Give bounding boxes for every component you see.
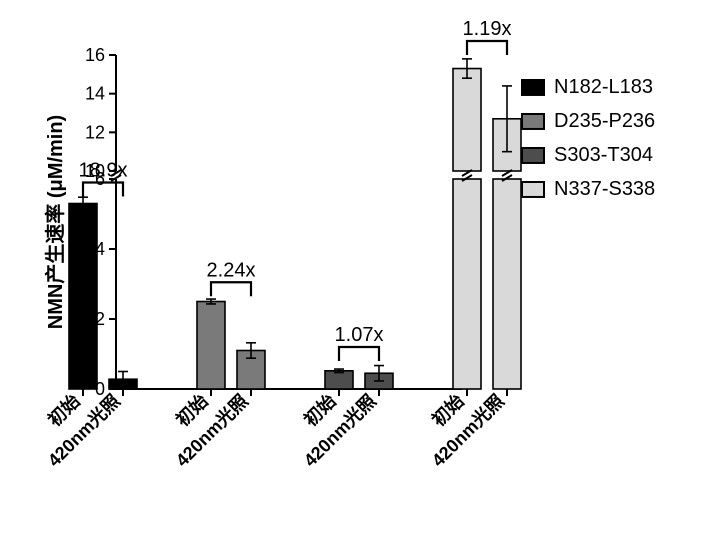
anno-bracket (467, 41, 507, 55)
bar (325, 371, 353, 389)
bar (197, 302, 225, 390)
xtick-label: 420nm光照 (171, 390, 252, 471)
legend-label: N337-S338 (554, 178, 655, 200)
legend-label: D235-P236 (554, 110, 655, 132)
bar (69, 204, 97, 390)
legend-swatch (522, 148, 544, 163)
bar (493, 179, 521, 389)
anno-bracket (211, 282, 251, 296)
anno-label: 1.19x (463, 18, 512, 40)
ytick-label: 12 (85, 122, 105, 142)
chart-root: { "chart": { "type": "bar", "width": 702… (0, 0, 702, 558)
legend-swatch (522, 80, 544, 95)
xtick-label: 420nm光照 (427, 390, 508, 471)
ytick-label: 14 (85, 84, 105, 104)
anno-bracket (339, 347, 379, 361)
bar (453, 179, 481, 389)
xtick-label: 420nm光照 (299, 390, 380, 471)
bar (453, 69, 481, 171)
legend-swatch (522, 114, 544, 129)
anno-label: 2.24x (207, 259, 256, 281)
legend-swatch (522, 182, 544, 197)
legend-label: N182-L183 (554, 76, 653, 98)
xtick-label: 420nm光照 (43, 390, 124, 471)
legend-label: S303-T304 (554, 144, 653, 166)
chart-svg: 101214160246NMN产生速率 (μM/min)18.9x2.24x1.… (0, 0, 702, 558)
anno-label: 18.9x (79, 160, 128, 182)
anno-label: 1.07x (335, 324, 384, 346)
ytick-label: 16 (85, 45, 105, 65)
y-axis-label: NMN产生速率 (μM/min) (43, 115, 67, 329)
